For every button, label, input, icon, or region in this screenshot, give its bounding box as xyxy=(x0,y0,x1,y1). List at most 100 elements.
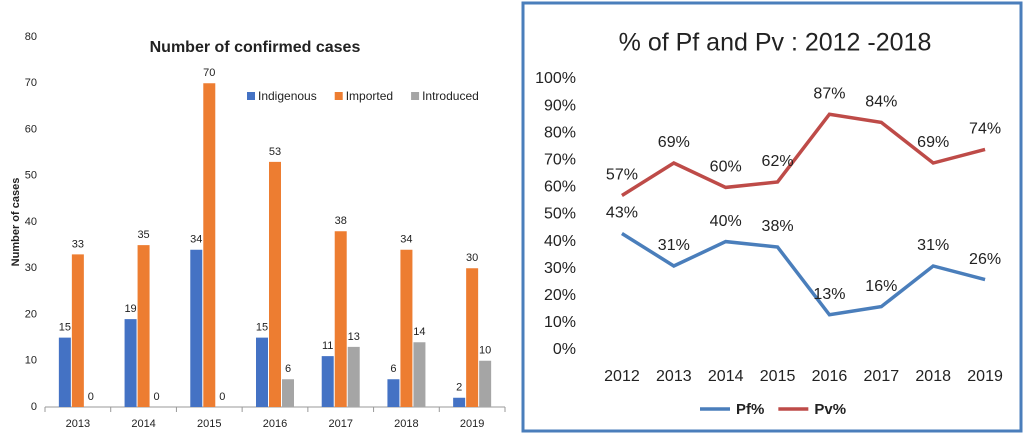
data-label: 14 xyxy=(413,326,425,338)
bar xyxy=(321,356,334,407)
y-tick-label: 80 xyxy=(25,31,37,43)
bar xyxy=(387,379,400,407)
data-label: 87% xyxy=(813,85,845,102)
bar xyxy=(347,346,360,407)
data-label: 35 xyxy=(137,229,149,241)
y-tick-label: 10 xyxy=(25,355,37,367)
data-label: 34 xyxy=(400,234,412,246)
bar xyxy=(400,249,413,407)
legend-swatch xyxy=(411,92,420,100)
data-label: 11 xyxy=(322,340,333,352)
data-label: 33 xyxy=(72,238,84,250)
y-tick-label: 70% xyxy=(544,152,576,169)
y-tick-label: 60% xyxy=(544,179,576,196)
data-label: 70 xyxy=(203,67,215,79)
data-label: 6 xyxy=(390,363,396,375)
series-line xyxy=(621,112,986,198)
data-label: 13 xyxy=(348,331,360,343)
y-tick-label: 40% xyxy=(544,233,576,250)
bar xyxy=(413,342,426,407)
legend-label: Pf% xyxy=(736,401,764,418)
y-axis-label: Number of cases xyxy=(10,178,22,267)
x-tick-label: 2019 xyxy=(460,418,484,430)
data-label: 69% xyxy=(658,134,690,151)
data-label: 60% xyxy=(710,159,742,176)
y-tick-label: 70 xyxy=(25,77,37,89)
x-tick-label: 2012 xyxy=(604,368,640,385)
data-label: 34 xyxy=(190,234,202,246)
data-label: 6 xyxy=(285,363,291,375)
data-label: 69% xyxy=(917,134,949,151)
data-label: 62% xyxy=(762,153,794,170)
x-tick-label: 2014 xyxy=(708,368,744,385)
chart-border xyxy=(521,1,1023,433)
legend-label: Imported xyxy=(346,89,393,103)
data-label: 0 xyxy=(219,391,225,403)
y-tick-label: 20 xyxy=(25,308,37,320)
y-tick-label: 0 xyxy=(31,401,37,413)
x-tick-label: 2013 xyxy=(656,368,692,385)
x-tick-label: 2016 xyxy=(263,418,287,430)
bar xyxy=(256,337,268,407)
bar xyxy=(124,319,137,407)
bar xyxy=(479,360,492,407)
x-tick-label: 2017 xyxy=(864,368,900,385)
bar xyxy=(334,231,347,407)
x-tick-label: 2019 xyxy=(967,368,1003,385)
y-tick-label: 50 xyxy=(25,170,37,182)
bar xyxy=(71,254,84,407)
x-tick-label: 2016 xyxy=(812,368,848,385)
data-label: 0 xyxy=(154,391,160,403)
legend-label: Indigenous xyxy=(258,89,317,103)
data-label: 10 xyxy=(479,345,491,357)
data-label: 43% xyxy=(606,205,638,222)
data-label: 38 xyxy=(335,215,347,227)
y-tick-label: 80% xyxy=(544,124,576,141)
data-label: 13% xyxy=(813,286,845,303)
data-label: 30 xyxy=(466,252,478,264)
data-label: 0 xyxy=(88,391,94,403)
legend-label: Introduced xyxy=(422,89,479,103)
legend-swatch xyxy=(247,92,255,100)
chart-title: % of Pf and Pv : 2012 -2018 xyxy=(619,29,932,57)
data-label: 31% xyxy=(658,237,690,254)
x-tick-label: 2015 xyxy=(197,418,221,430)
y-tick-label: 90% xyxy=(544,97,576,114)
bar xyxy=(269,161,281,407)
data-label: 31% xyxy=(917,237,949,254)
y-tick-label: 100% xyxy=(535,70,576,87)
bar xyxy=(58,337,71,407)
bar xyxy=(203,83,216,407)
series-line xyxy=(621,231,986,317)
bar xyxy=(190,249,203,407)
y-tick-label: 40 xyxy=(25,216,37,228)
chart-title: Number of confirmed cases xyxy=(150,39,361,56)
data-label: 15 xyxy=(256,322,268,334)
legend-swatch xyxy=(334,92,343,100)
data-label: 26% xyxy=(969,251,1001,268)
data-label: 84% xyxy=(865,94,897,111)
x-tick-label: 2014 xyxy=(131,418,155,430)
data-label: 2 xyxy=(456,382,462,394)
y-tick-label: 30% xyxy=(544,260,576,277)
bar xyxy=(453,397,466,407)
x-tick-label: 2013 xyxy=(66,418,90,430)
x-tick-label: 2018 xyxy=(915,368,951,385)
data-label: 38% xyxy=(762,218,794,235)
legend-label: Pv% xyxy=(814,401,846,418)
y-tick-label: 50% xyxy=(544,206,576,223)
cases-chart: Number of confirmed cases Number of case… xyxy=(10,31,506,430)
y-tick-label: 0% xyxy=(553,341,576,358)
data-label: 53 xyxy=(269,146,281,158)
bar xyxy=(137,245,150,407)
data-label: 40% xyxy=(710,213,742,230)
bar xyxy=(282,379,294,407)
bar xyxy=(466,268,479,407)
pf-pv-chart: % of Pf and Pv : 2012 -2018 0% 10% 20% 30% 4… xyxy=(521,1,1023,433)
x-tick-label: 2015 xyxy=(760,368,796,385)
data-label: 57% xyxy=(606,167,638,184)
data-label: 15 xyxy=(59,322,71,334)
y-tick-label: 60 xyxy=(25,123,37,135)
y-tick-label: 20% xyxy=(544,287,576,304)
